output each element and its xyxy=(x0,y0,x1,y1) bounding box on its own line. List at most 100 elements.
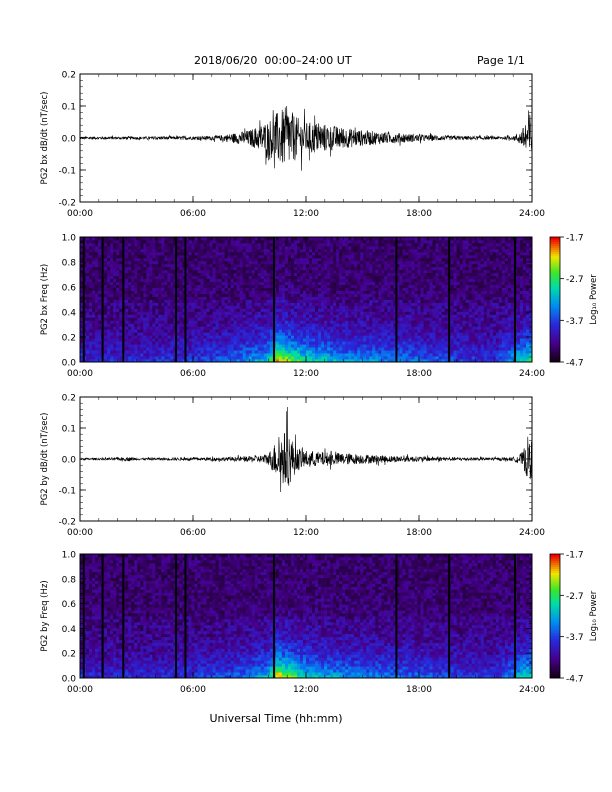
heatmap-cell xyxy=(161,302,165,306)
heatmap-cell xyxy=(396,305,400,309)
heatmap-cell xyxy=(312,299,316,303)
heatmap-cell xyxy=(357,311,361,315)
heatmap-cell xyxy=(242,338,247,342)
heatmap-cell xyxy=(134,278,138,283)
heatmap-cell xyxy=(80,290,84,294)
heatmap-cell xyxy=(402,278,406,283)
heatmap-cell xyxy=(242,278,247,283)
heatmap-cell xyxy=(221,335,226,339)
heatmap-cell xyxy=(426,347,430,351)
heatmap-cell xyxy=(296,359,301,363)
heatmap-cell xyxy=(260,242,265,247)
heatmap-cell xyxy=(354,305,358,309)
heatmap-cell xyxy=(296,338,301,342)
heatmap-cell xyxy=(254,335,259,339)
heatmap-cell xyxy=(254,308,259,312)
heatmap-cell xyxy=(188,254,192,259)
heatmap-cell xyxy=(248,257,253,262)
heatmap-cell xyxy=(155,308,159,312)
heatmap-cell xyxy=(378,359,382,363)
heatmap-cell xyxy=(149,290,153,294)
heatmap-cell xyxy=(330,359,334,363)
heatmap-cell xyxy=(363,237,367,241)
heatmap-cell xyxy=(420,305,424,309)
heatmap-cell xyxy=(306,278,310,283)
heatmap-cell xyxy=(134,359,138,363)
heatmap-cell xyxy=(167,245,171,250)
heatmap-cell xyxy=(98,320,102,324)
heatmap-cell xyxy=(333,353,337,357)
heatmap-cell xyxy=(167,317,171,321)
heatmap-cell xyxy=(176,317,180,321)
heatmap-cell xyxy=(227,254,232,259)
heatmap-cell xyxy=(275,272,280,277)
heatmap-cell xyxy=(164,290,168,294)
heatmap-cell xyxy=(188,296,192,300)
heatmap-cell xyxy=(369,356,373,360)
heatmap-cell xyxy=(423,308,427,312)
heatmap-cell xyxy=(345,287,349,291)
heatmap-cell xyxy=(200,320,204,324)
heatmap-cell xyxy=(218,323,223,327)
heatmap-cell xyxy=(137,254,141,259)
heatmap-cell xyxy=(345,323,349,327)
heatmap-cell xyxy=(423,248,427,253)
heatmap-cell xyxy=(206,308,210,312)
heatmap-cell xyxy=(306,281,310,286)
heatmap-cell xyxy=(263,299,268,303)
heatmap-cell xyxy=(170,308,174,312)
heatmap-cell xyxy=(80,332,84,336)
heatmap-cell xyxy=(194,323,198,327)
heatmap-cell xyxy=(164,359,168,363)
heatmap-cell xyxy=(179,275,183,280)
heatmap-cell xyxy=(296,347,301,351)
heatmap-cell xyxy=(206,344,210,348)
heatmap-cell xyxy=(408,344,412,348)
heatmap-cell xyxy=(161,257,165,262)
heatmap-cell xyxy=(149,281,153,286)
heatmap-cell xyxy=(378,269,382,274)
heatmap-cell xyxy=(119,308,123,312)
heatmap-cell xyxy=(125,254,129,259)
heatmap-cell xyxy=(414,293,418,297)
heatmap-cell xyxy=(278,332,283,336)
heatmap-cell xyxy=(143,302,147,306)
heatmap-cell xyxy=(95,237,99,241)
heatmap-cell xyxy=(369,341,373,345)
heatmap-cell xyxy=(315,239,319,244)
heatmap-cell xyxy=(143,242,147,247)
heatmap-cell xyxy=(245,263,250,268)
heatmap-cell xyxy=(191,335,195,339)
heatmap-cell xyxy=(372,344,376,348)
heatmap-cell xyxy=(315,356,319,360)
heatmap-cell xyxy=(113,359,117,363)
heatmap-cell xyxy=(312,260,316,265)
heatmap-cell xyxy=(170,263,174,268)
heatmap-cell xyxy=(375,296,379,300)
heatmap-cell xyxy=(155,281,159,286)
heatmap-cell xyxy=(203,332,207,336)
bx-trace xyxy=(79,105,533,171)
heatmap-cell xyxy=(357,257,361,262)
heatmap-cell xyxy=(369,237,373,241)
heatmap-cell xyxy=(212,341,216,345)
heatmap-cell xyxy=(312,254,316,259)
heatmap-cell xyxy=(245,305,250,309)
heatmap-cell xyxy=(281,237,286,241)
heatmap-cell xyxy=(203,350,207,354)
heatmap-cell xyxy=(342,335,346,339)
heatmap-cell xyxy=(306,314,310,318)
heatmap-cell xyxy=(170,314,174,318)
heatmap-cell xyxy=(299,245,304,250)
heatmap-cell xyxy=(206,350,210,354)
heatmap-cell xyxy=(260,314,265,318)
heatmap-cell xyxy=(348,290,352,294)
heatmap-cell xyxy=(254,347,259,351)
heatmap-cell xyxy=(414,335,418,339)
heatmap-cell xyxy=(110,332,114,336)
heatmap-cell xyxy=(315,275,319,280)
heatmap-cell xyxy=(80,287,84,291)
heatmap-cell xyxy=(302,332,307,336)
heatmap-cell xyxy=(402,260,406,265)
heatmap-cell xyxy=(321,245,325,250)
